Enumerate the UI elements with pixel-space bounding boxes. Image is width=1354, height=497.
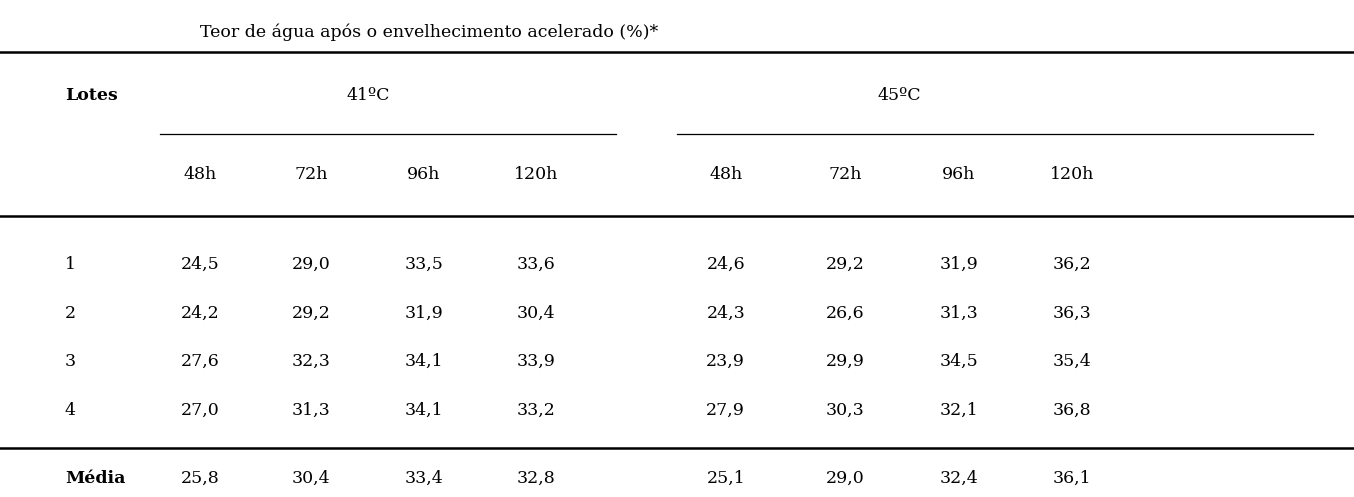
Text: 32,4: 32,4 <box>940 470 978 487</box>
Text: 24,2: 24,2 <box>181 305 219 322</box>
Text: 41ºC: 41ºC <box>347 87 390 104</box>
Text: 29,9: 29,9 <box>826 353 864 370</box>
Text: 32,3: 32,3 <box>292 353 330 370</box>
Text: 30,3: 30,3 <box>826 402 864 419</box>
Text: 36,2: 36,2 <box>1053 256 1091 273</box>
Text: 34,5: 34,5 <box>940 353 978 370</box>
Text: 24,6: 24,6 <box>707 256 745 273</box>
Text: 32,8: 32,8 <box>517 470 555 487</box>
Text: 96h: 96h <box>942 166 975 183</box>
Text: 31,9: 31,9 <box>405 305 443 322</box>
Text: 32,1: 32,1 <box>940 402 978 419</box>
Text: 29,2: 29,2 <box>826 256 864 273</box>
Text: 1: 1 <box>65 256 76 273</box>
Text: 72h: 72h <box>829 166 861 183</box>
Text: 29,0: 29,0 <box>826 470 864 487</box>
Text: 4: 4 <box>65 402 76 419</box>
Text: 35,4: 35,4 <box>1053 353 1091 370</box>
Text: Lotes: Lotes <box>65 87 118 104</box>
Text: 29,2: 29,2 <box>292 305 330 322</box>
Text: 33,5: 33,5 <box>405 256 443 273</box>
Text: Média: Média <box>65 470 126 487</box>
Text: 34,1: 34,1 <box>405 402 443 419</box>
Text: 27,9: 27,9 <box>707 402 745 419</box>
Text: 2: 2 <box>65 305 76 322</box>
Text: 36,8: 36,8 <box>1053 402 1091 419</box>
Text: 33,9: 33,9 <box>517 353 555 370</box>
Text: 27,0: 27,0 <box>181 402 219 419</box>
Text: 31,3: 31,3 <box>940 305 978 322</box>
Text: 33,2: 33,2 <box>517 402 555 419</box>
Text: 72h: 72h <box>295 166 328 183</box>
Text: 24,3: 24,3 <box>707 305 745 322</box>
Text: 31,9: 31,9 <box>940 256 978 273</box>
Text: 31,3: 31,3 <box>292 402 330 419</box>
Text: 45ºC: 45ºC <box>877 87 921 104</box>
Text: 34,1: 34,1 <box>405 353 443 370</box>
Text: 33,6: 33,6 <box>517 256 555 273</box>
Text: 23,9: 23,9 <box>707 353 745 370</box>
Text: 24,5: 24,5 <box>181 256 219 273</box>
Text: 48h: 48h <box>709 166 742 183</box>
Text: 33,4: 33,4 <box>405 470 443 487</box>
Text: Teor de água após o envelhecimento acelerado (%)*: Teor de água após o envelhecimento acele… <box>200 23 658 41</box>
Text: 36,3: 36,3 <box>1053 305 1091 322</box>
Text: 120h: 120h <box>1051 166 1094 183</box>
Text: 27,6: 27,6 <box>181 353 219 370</box>
Text: 36,1: 36,1 <box>1053 470 1091 487</box>
Text: 26,6: 26,6 <box>826 305 864 322</box>
Text: 29,0: 29,0 <box>292 256 330 273</box>
Text: 25,8: 25,8 <box>181 470 219 487</box>
Text: 48h: 48h <box>184 166 217 183</box>
Text: 96h: 96h <box>408 166 440 183</box>
Text: 25,1: 25,1 <box>707 470 745 487</box>
Text: 120h: 120h <box>515 166 558 183</box>
Text: 3: 3 <box>65 353 76 370</box>
Text: 30,4: 30,4 <box>517 305 555 322</box>
Text: 30,4: 30,4 <box>292 470 330 487</box>
